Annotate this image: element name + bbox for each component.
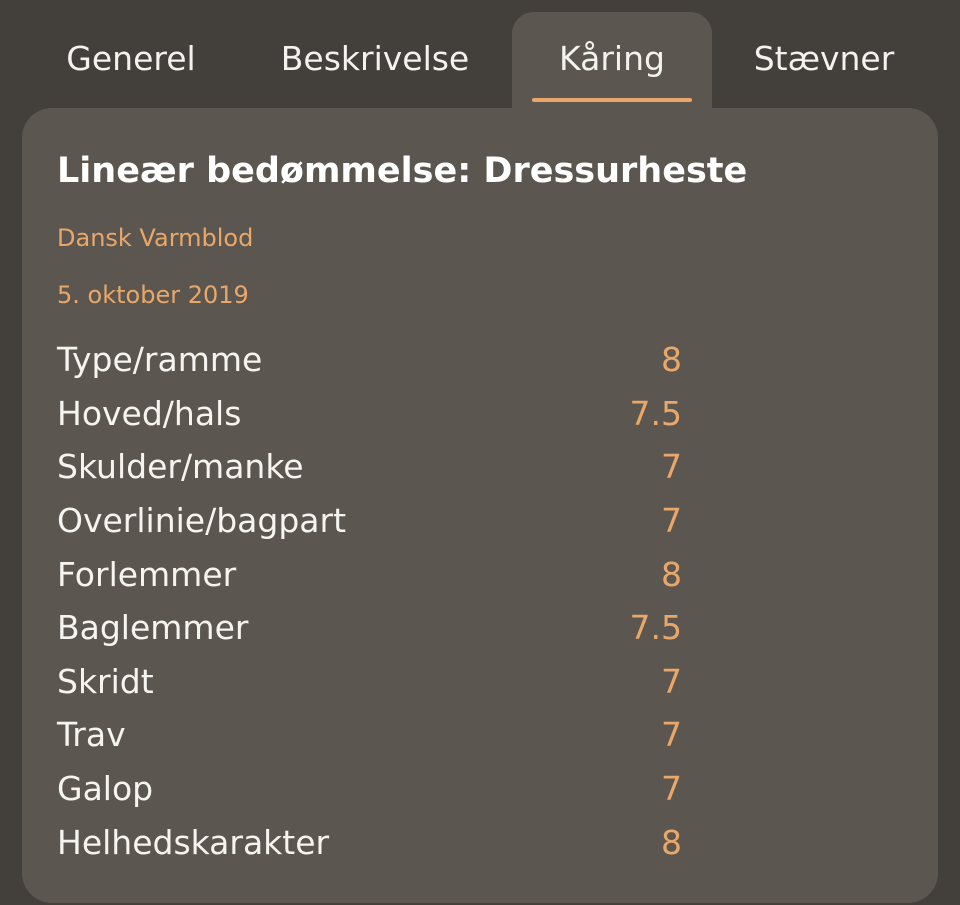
active-tab-indicator xyxy=(532,98,692,102)
score-label: Skridt xyxy=(57,661,154,701)
tab-beskrivelse[interactable]: Beskrivelse xyxy=(254,12,496,112)
score-row-overlinie-bagpart: Overlinie/bagpart 7 xyxy=(57,494,682,548)
score-value: 7.5 xyxy=(629,608,682,648)
date-text: 5. oktober 2019 xyxy=(57,281,249,309)
score-label: Hoved/hals xyxy=(57,393,242,433)
tab-label: Beskrivelse xyxy=(280,39,470,78)
tab-generel[interactable]: Generel xyxy=(28,12,234,112)
score-row-helhedskarakter: Helhedskarakter 8 xyxy=(57,815,682,869)
score-row-galop: Galop 7 xyxy=(57,762,682,816)
score-value: 7 xyxy=(661,447,682,487)
score-list: Type/ramme 8 Hoved/hals 7.5 Skulder/mank… xyxy=(57,333,682,869)
score-label: Overlinie/bagpart xyxy=(57,501,347,541)
score-label: Trav xyxy=(57,715,126,755)
score-label: Forlemmer xyxy=(57,554,237,594)
tab-bar: Generel Beskrivelse Kåring Stævner xyxy=(0,0,960,112)
score-value: 8 xyxy=(661,822,682,862)
score-value: 7 xyxy=(661,501,682,541)
score-row-skridt: Skridt 7 xyxy=(57,655,682,709)
score-row-hoved-hals: Hoved/hals 7.5 xyxy=(57,387,682,441)
tab-label: Stævner xyxy=(753,39,895,78)
breed-text: Dansk Varmblod xyxy=(57,224,254,252)
score-row-forlemmer: Forlemmer 8 xyxy=(57,547,682,601)
score-row-type-ramme: Type/ramme 8 xyxy=(57,333,682,387)
tab-staevner[interactable]: Stævner xyxy=(718,12,930,112)
panel-title: Lineær bedømmelse: Dressurheste xyxy=(57,151,748,191)
score-label: Skulder/manke xyxy=(57,447,304,487)
tab-label: Generel xyxy=(66,39,196,78)
score-label: Type/ramme xyxy=(57,340,263,380)
score-value: 7 xyxy=(661,769,682,809)
score-value: 7.5 xyxy=(629,393,682,433)
score-label: Galop xyxy=(57,769,154,809)
score-label: Helhedskarakter xyxy=(57,822,330,862)
score-value: 7 xyxy=(661,661,682,701)
score-label: Baglemmer xyxy=(57,608,249,648)
score-value: 8 xyxy=(661,340,682,380)
score-row-trav: Trav 7 xyxy=(57,708,682,762)
evaluation-panel: Lineær bedømmelse: Dressurheste Dansk Va… xyxy=(22,108,938,903)
score-value: 7 xyxy=(661,715,682,755)
tab-label: Kåring xyxy=(559,39,665,78)
score-row-skulder-manke: Skulder/manke 7 xyxy=(57,440,682,494)
score-row-baglemmer: Baglemmer 7.5 xyxy=(57,601,682,655)
tab-karing[interactable]: Kåring xyxy=(512,12,712,112)
score-value: 8 xyxy=(661,554,682,594)
